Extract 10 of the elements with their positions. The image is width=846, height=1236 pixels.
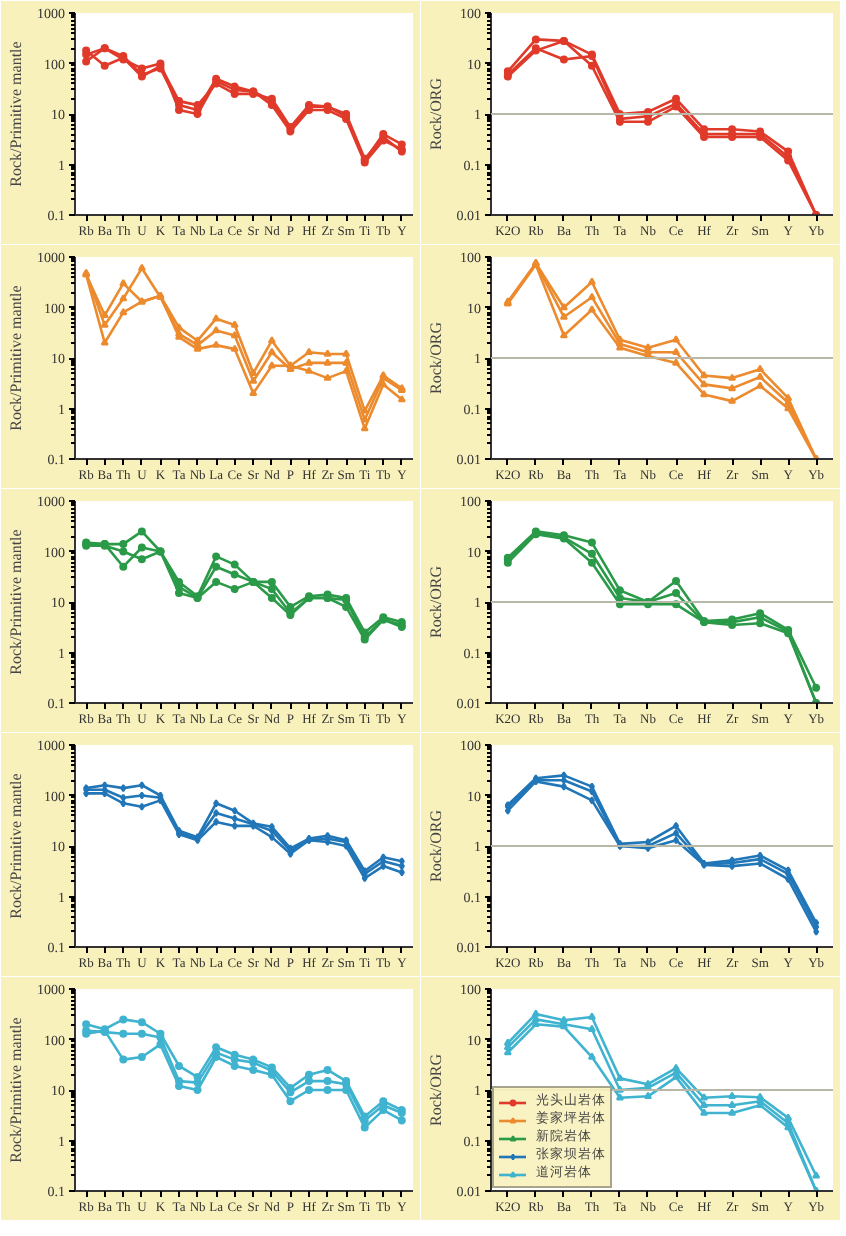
y-axis-title: Rock/ORG <box>426 77 445 150</box>
y-axis-title: Rock/ORG <box>426 809 445 882</box>
y-axis-title: Rock/ORG <box>426 1053 445 1126</box>
y-axis-title: Rock/ORG <box>426 321 445 394</box>
y-axis-title: Rock/Primitive mantle <box>7 528 25 675</box>
y-axis-title: Rock/Primitive mantle <box>7 40 25 187</box>
y-axis-title: Rock/ORG <box>426 565 445 638</box>
y-axis-title: Rock/Primitive mantle <box>7 1016 25 1163</box>
y-axis-title: Rock/Primitive mantle <box>7 772 25 919</box>
y-axis-title: Rock/Primitive mantle <box>7 284 25 431</box>
